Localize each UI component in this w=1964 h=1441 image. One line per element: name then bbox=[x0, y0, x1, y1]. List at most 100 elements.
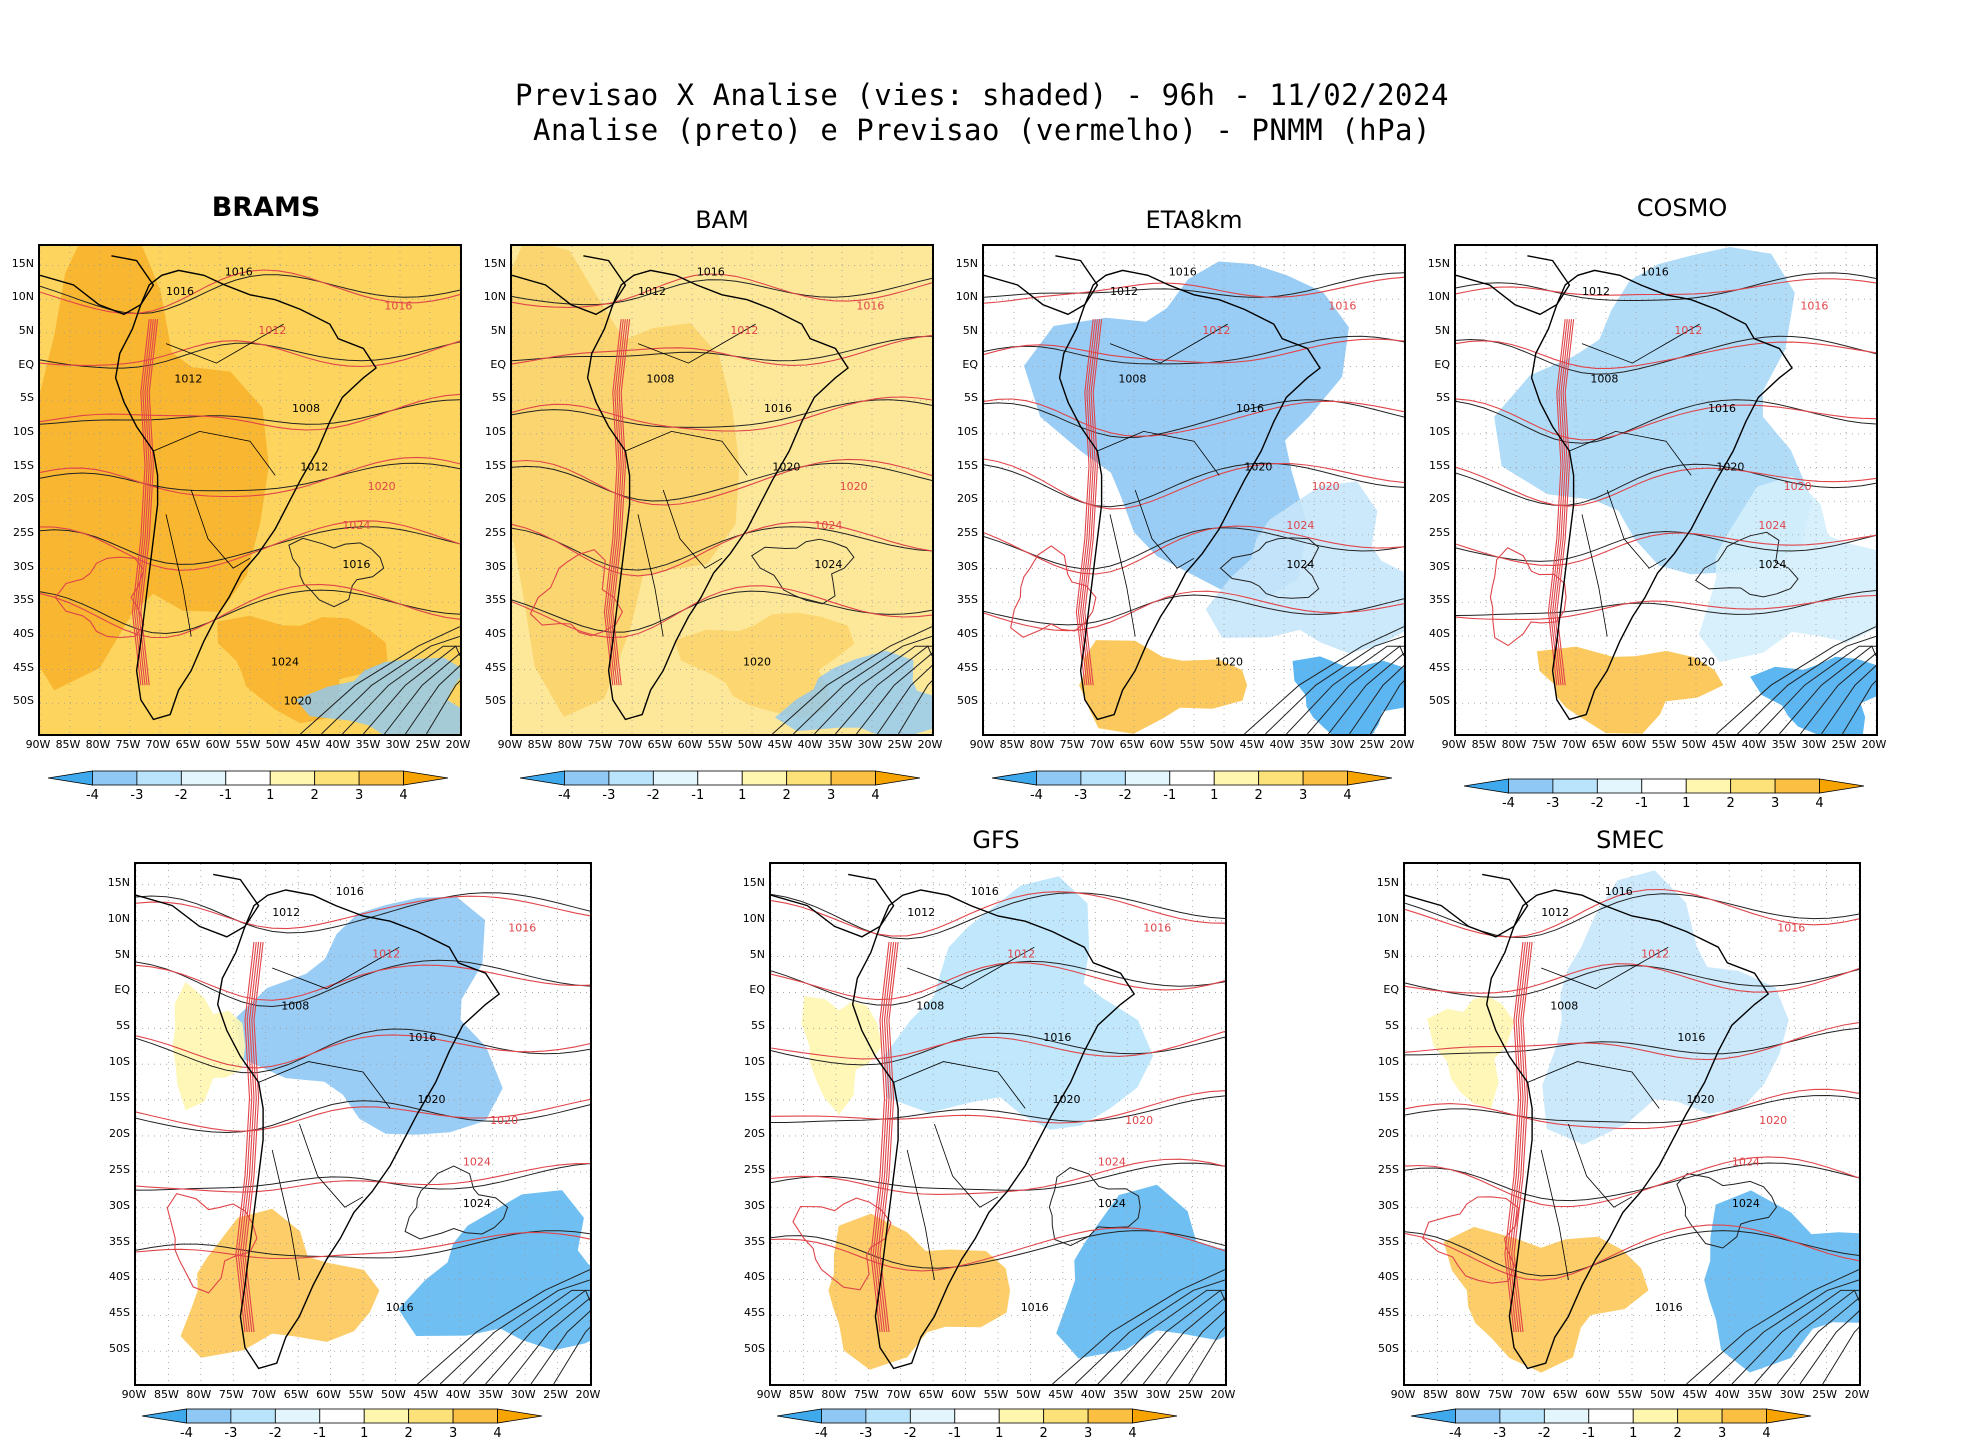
colorbar-swatch bbox=[1552, 778, 1598, 794]
lat-tick-label: 5N bbox=[1383, 947, 1399, 961]
lat-tick-label: 25S bbox=[957, 525, 978, 539]
lat-tick-label: 25S bbox=[1429, 525, 1450, 539]
colorbar-swatch bbox=[47, 770, 93, 786]
analysis-isobar-label: 1012 bbox=[1582, 285, 1610, 298]
lat-tick-label: 25S bbox=[485, 525, 506, 539]
analysis-isobar-label: 1020 bbox=[1716, 460, 1744, 473]
colorbar-swatch bbox=[363, 1408, 410, 1424]
map-svg-cosmo: 1016 1012 1008 1016 1020 1024 1020 1016 1012 1020… bbox=[1456, 246, 1876, 734]
analysis-isobar-label: 1016 bbox=[1605, 885, 1633, 898]
lon-tick-label: 45W bbox=[1239, 738, 1265, 751]
lon-tick-label: 35W bbox=[1113, 1388, 1139, 1401]
bias-region-negative bbox=[398, 1190, 590, 1351]
bias-region-positive bbox=[1079, 640, 1248, 734]
analysis-isobar-label: 1020 bbox=[743, 656, 771, 669]
lat-tick-label: 30S bbox=[13, 559, 34, 573]
lon-tick-label: 75W bbox=[218, 1388, 244, 1401]
bias-region-negative bbox=[883, 876, 1154, 1130]
lon-tick-label: 60W bbox=[1585, 1388, 1610, 1401]
lat-tick-label: 25S bbox=[13, 525, 34, 539]
colorbar-label: 2 bbox=[1726, 796, 1735, 811]
lat-tick-label: 10N bbox=[742, 911, 765, 925]
lon-tick-label: 25W bbox=[543, 1388, 568, 1401]
lon-tick-label: 40W bbox=[1080, 1388, 1106, 1401]
colorbar-label: -4 bbox=[179, 1426, 193, 1441]
colorbar-swatch bbox=[1819, 778, 1865, 794]
bias-region-negative bbox=[1698, 475, 1876, 663]
lat-tick-label: 35S bbox=[109, 1234, 130, 1248]
colorbar-swatch bbox=[564, 770, 610, 786]
analysis-isobar-label: 1024 bbox=[271, 656, 299, 669]
colorbar-label: -2 bbox=[1537, 1426, 1551, 1441]
country-borders bbox=[1097, 323, 1228, 637]
map-panel-unnamed: 1016 1012 1008 1016 1020 1024 1016 1016 1012 1020… bbox=[134, 862, 592, 1386]
lon-tick-label: 35W bbox=[1747, 1388, 1773, 1401]
forecast-isobar-label: 1012 bbox=[372, 948, 400, 961]
lon-tick-label: 80W bbox=[1455, 1388, 1481, 1401]
lon-tick-label: 65W bbox=[175, 738, 201, 751]
lon-tick-label: 90W bbox=[497, 738, 523, 751]
analysis-isobar-label: 1012 bbox=[1541, 906, 1569, 919]
panel-title-brams: BRAMS bbox=[211, 192, 321, 223]
map-panel-bam: 1016 1012 1008 1016 1020 1024 1020 1016 1012 1020… bbox=[510, 244, 934, 736]
lon-tick-label: 30W bbox=[1145, 1388, 1171, 1401]
lat-tick-label: 30S bbox=[744, 1198, 765, 1212]
forecast-isobar-label: 1016 bbox=[384, 299, 412, 312]
lat-tick-label: 40S bbox=[1429, 626, 1450, 640]
lon-tick-label: 85W bbox=[527, 738, 553, 751]
forecast-isobar-label: 1020 bbox=[1312, 480, 1340, 493]
forecast-isobars bbox=[136, 895, 590, 1333]
analysis-isobar-label: 1012 bbox=[300, 460, 328, 473]
bias-region-negative bbox=[1704, 1190, 1859, 1373]
analysis-isobar-label: 1012 bbox=[174, 373, 202, 386]
analysis-isobar-label: 1024 bbox=[1098, 1197, 1126, 1210]
country-borders bbox=[258, 946, 400, 1281]
lon-tick-label: 20W bbox=[1861, 738, 1887, 751]
forecast-isobar-label: 1024 bbox=[1098, 1156, 1126, 1169]
lat-tick-label: 45S bbox=[957, 660, 978, 674]
lon-tick-label: 60W bbox=[316, 1388, 341, 1401]
analysis-isobars bbox=[1456, 272, 1876, 734]
coastline bbox=[1405, 873, 1770, 1370]
analysis-isobar-label: 1024 bbox=[463, 1197, 491, 1210]
analysis-isobar-label: 1016 bbox=[1169, 265, 1197, 278]
colorbar-swatch bbox=[452, 1408, 498, 1424]
colorbar-label: -2 bbox=[903, 1426, 917, 1441]
lon-tick-label: 45W bbox=[1682, 1388, 1708, 1401]
lat-tick-label: 45S bbox=[109, 1306, 130, 1320]
lat-tick-label: 40S bbox=[1378, 1270, 1399, 1284]
colorbar-swatch bbox=[1463, 778, 1509, 794]
lon-tick-label: 55W bbox=[1651, 738, 1677, 751]
map-svg-bam: 1016 1012 1008 1016 1020 1024 1020 1016 1012 1020… bbox=[512, 246, 932, 734]
country-borders bbox=[1527, 946, 1669, 1281]
colorbar-label: -2 bbox=[1118, 788, 1132, 803]
lon-tick-label: 40W bbox=[325, 738, 351, 751]
lon-tick-label: 90W bbox=[1441, 738, 1467, 751]
lat-tick-label: 45S bbox=[13, 660, 34, 674]
analysis-isobar-label: 1020 bbox=[772, 460, 800, 473]
colorbar-swatch bbox=[141, 1408, 187, 1424]
lon-tick-label: 70W bbox=[1089, 738, 1115, 751]
forecast-isobar-label: 1024 bbox=[342, 519, 370, 532]
colorbar-swatch bbox=[1213, 770, 1260, 786]
lat-tick-label: 5S bbox=[964, 391, 978, 405]
forecast-isobar-label: 1016 bbox=[1328, 299, 1356, 312]
forecast-isobar-label: 1012 bbox=[1674, 324, 1702, 337]
colorbar-swatch bbox=[230, 1408, 276, 1424]
colorbar-swatch bbox=[1677, 1408, 1723, 1424]
colorbar-swatch bbox=[608, 770, 654, 786]
lat-tick-label: EQ bbox=[1383, 983, 1399, 997]
map-svg-eta8km: 1016 1012 1008 1016 1020 1024 1020 1016 1012 1020… bbox=[984, 246, 1404, 734]
lon-tick-label: 20W bbox=[575, 1388, 601, 1401]
lat-tick-label: 35S bbox=[13, 593, 34, 607]
bias-region-negative bbox=[1542, 870, 1789, 1145]
lat-tick-label: 40S bbox=[13, 626, 34, 640]
colorbar-swatch bbox=[830, 770, 876, 786]
lon-tick-label: 70W bbox=[251, 1388, 277, 1401]
lon-tick-label: 50W bbox=[1649, 1388, 1675, 1401]
map-panel-cosmo: 1016 1012 1008 1016 1020 1024 1020 1016 1012 1020… bbox=[1454, 244, 1878, 736]
lat-tick-label: 15S bbox=[13, 458, 34, 472]
colorbar-label: -2 bbox=[646, 788, 660, 803]
lat-tick-label: 5N bbox=[962, 323, 978, 337]
colorbar-swatch bbox=[1169, 770, 1215, 786]
